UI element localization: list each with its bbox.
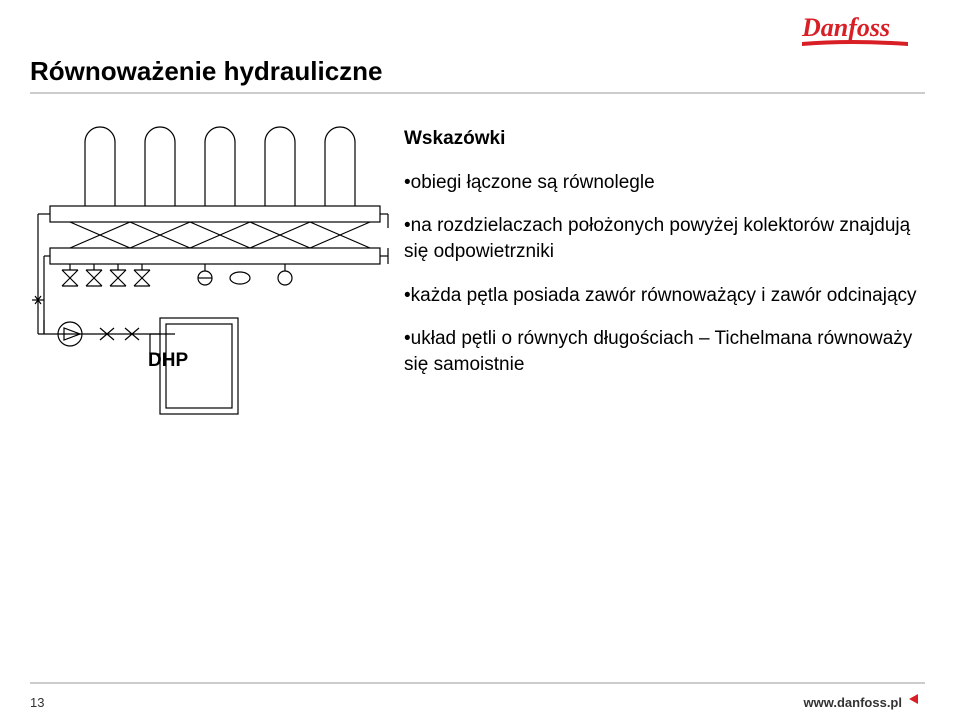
footer-rule <box>30 682 925 684</box>
danfoss-logo: Danfoss <box>800 10 920 57</box>
page-title: Równoważenie hydrauliczne <box>30 56 383 87</box>
logo-text: Danfoss <box>801 13 890 42</box>
footer-url: www.danfoss.pl <box>804 695 902 710</box>
bullet-item: •każda pętla posiada zawór równoważący i… <box>404 283 924 309</box>
content-block: Wskazówki •obiegi łączone są równolegle … <box>404 126 924 395</box>
footer-triangle-icon <box>908 692 920 710</box>
hydraulic-diagram <box>30 120 400 435</box>
bullet-item: •obiegi łączone są równolegle <box>404 170 924 196</box>
bullet-item: •na rozdzielaczach położonych powyżej ko… <box>404 213 924 264</box>
content-heading: Wskazówki <box>404 126 924 152</box>
bullet-item: •układ pętli o równych długościach – Tic… <box>404 326 924 377</box>
title-rule <box>30 92 925 94</box>
diagram-label-dhp: DHP <box>148 350 188 372</box>
page-number: 13 <box>30 695 44 710</box>
